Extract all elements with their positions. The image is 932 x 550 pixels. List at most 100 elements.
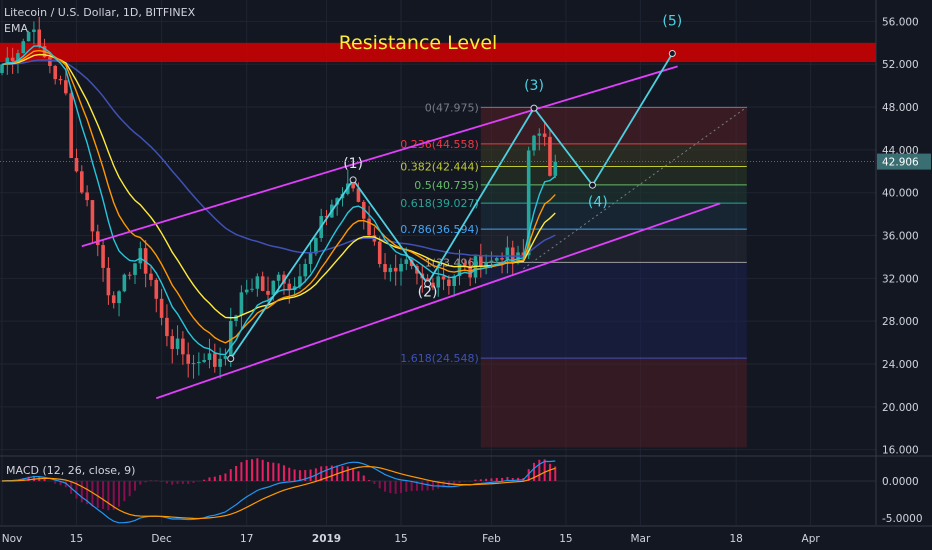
- candle-body: [117, 291, 121, 304]
- candle-body: [111, 295, 116, 304]
- candle-body: [127, 274, 132, 276]
- candle-body: [0, 64, 4, 73]
- candle-body: [191, 363, 196, 365]
- candle-body: [356, 188, 361, 202]
- elliott-wave-path: [230, 53, 674, 360]
- current-price-badge: [877, 153, 931, 170]
- candle-body: [159, 298, 164, 318]
- candle-body: [388, 267, 393, 273]
- candle-body: [32, 29, 36, 32]
- candle-body: [223, 356, 228, 359]
- candle-body: [441, 276, 446, 280]
- fib-level-label: 1.618(24.548): [400, 352, 479, 365]
- fib-level-label: 0.236(44.558): [400, 138, 479, 151]
- candle-body: [10, 57, 15, 61]
- candle-body: [53, 65, 57, 80]
- candle-body: [521, 252, 526, 256]
- candle-body: [484, 262, 488, 267]
- candle-body: [48, 57, 52, 66]
- fib-level-label: 0(47.975): [425, 101, 479, 114]
- candle-body: [383, 264, 387, 273]
- resistance-zone: [0, 42, 876, 63]
- candle-body: [106, 267, 111, 296]
- candle-body: [548, 136, 552, 176]
- candle-body: [85, 192, 89, 201]
- candle-body: [431, 282, 435, 288]
- candle-body: [64, 80, 68, 94]
- candle-body: [505, 247, 510, 260]
- candle-body: [58, 79, 63, 81]
- wave-label: (2): [418, 285, 438, 301]
- time-tick-label: Dec: [151, 533, 172, 545]
- candle-body: [308, 253, 313, 264]
- fib-level-label: 0.786(36.594): [400, 223, 479, 236]
- candle-body: [292, 286, 297, 291]
- candle-body: [361, 201, 366, 219]
- fib-level-label: 0.618(39.027): [400, 197, 479, 210]
- time-tick-label: 18: [729, 533, 742, 545]
- wave-point: [668, 50, 676, 58]
- wave-point: [349, 176, 357, 184]
- candle-body: [479, 256, 483, 267]
- candle-body: [377, 241, 382, 265]
- time-tick-label: 17: [240, 533, 253, 545]
- candle-body: [351, 183, 355, 189]
- macd-signal-line: [1, 465, 556, 520]
- ema-fast-line: [1, 45, 556, 356]
- time-tick-label: Feb: [482, 533, 501, 545]
- candle-body: [271, 280, 276, 295]
- candle-body: [457, 264, 462, 277]
- candle-body: [21, 41, 26, 54]
- candle-body: [80, 171, 84, 193]
- symbol-title: Litecoin / U.S. Dollar, 1D, BITFINEX: [4, 6, 196, 19]
- candle-body: [16, 53, 20, 61]
- candle-body: [447, 279, 451, 286]
- price-tick-label: 48.000: [882, 102, 919, 114]
- candle-body: [239, 292, 244, 316]
- candle-body: [500, 258, 504, 260]
- candle-body: [234, 315, 238, 321]
- candle-body: [133, 263, 137, 275]
- price-tick-label: 32.000: [882, 273, 919, 285]
- fib-zone: [480, 184, 747, 204]
- price-tick-label: 24.000: [882, 359, 919, 371]
- candle-body: [537, 133, 542, 136]
- candle-body: [526, 150, 531, 256]
- candle-body: [282, 274, 286, 284]
- fib-zone: [480, 262, 747, 359]
- wave-point: [530, 104, 538, 112]
- candle-body: [510, 247, 515, 264]
- candle-body: [154, 279, 159, 299]
- candle-body: [69, 93, 73, 159]
- candle-body: [255, 276, 260, 289]
- trend-projection-line: [523, 106, 748, 270]
- candle-body: [298, 276, 302, 287]
- wave-point: [424, 280, 432, 288]
- candle-body: [95, 231, 100, 246]
- candle-body: [266, 290, 270, 295]
- wave-point: [589, 181, 597, 189]
- resistance-label: Resistance Level: [339, 32, 498, 54]
- time-tick-label: 15: [559, 533, 572, 545]
- macd-tick-label: 0.0000: [882, 476, 919, 488]
- price-tick-label: 20.000: [882, 402, 919, 414]
- candle-body: [74, 158, 79, 172]
- macd-tick-label: -5.0000: [882, 513, 923, 525]
- candle-body: [494, 258, 499, 261]
- candle-body: [138, 248, 143, 264]
- candle-body: [489, 260, 494, 263]
- current-price-label: 42.906: [882, 157, 919, 169]
- price-tick-label: 52.000: [882, 59, 919, 71]
- candle-body: [324, 216, 329, 218]
- channel-lower-line: [155, 202, 721, 400]
- candle-body: [186, 354, 190, 364]
- candle-body: [553, 161, 558, 176]
- candle-body: [335, 198, 339, 205]
- candle-body: [202, 359, 206, 362]
- candle-body: [5, 57, 10, 65]
- candle-body: [463, 264, 467, 266]
- wave-label: (3): [524, 78, 544, 94]
- candle-body: [175, 338, 180, 349]
- fib-zone: [480, 166, 747, 185]
